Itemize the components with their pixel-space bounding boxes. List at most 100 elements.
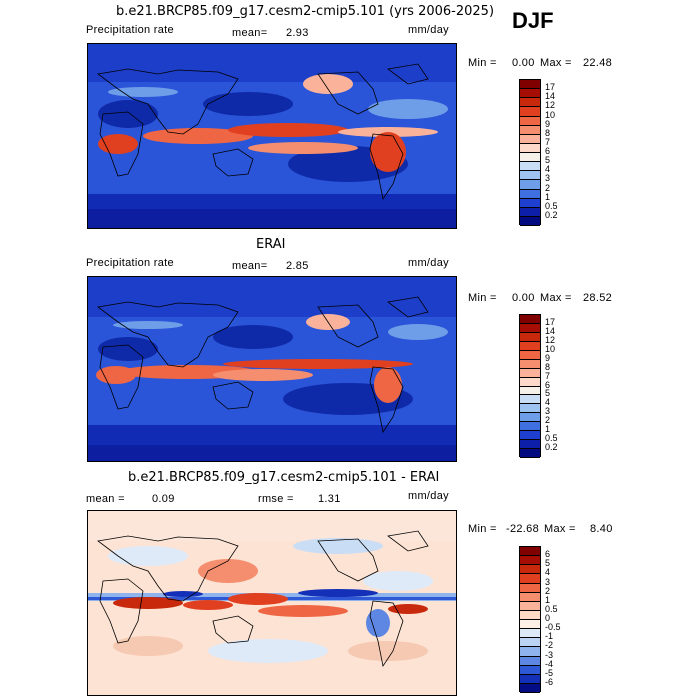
colorbar-tick-label: 0.5 (545, 603, 558, 614)
colorbar-swatch (520, 80, 540, 90)
colorbar-tick-label: 12 (545, 100, 556, 111)
colorbar-swatch (520, 162, 540, 172)
colorbar-tick-label: 1 (545, 424, 551, 435)
colorbar-swatch (520, 134, 540, 144)
colorbar-tick-label: 0 (545, 613, 551, 623)
panel3-map-svg (88, 511, 456, 695)
colorbar-swatch (520, 610, 540, 620)
colorbar-swatch (520, 207, 540, 217)
colorbar-swatch (520, 574, 540, 584)
colorbar-swatch (520, 404, 540, 414)
colorbar-swatch (520, 377, 540, 387)
panel2-mean-value: 2.85 (286, 260, 309, 272)
colorbar-swatch (520, 332, 540, 342)
colorbar-tick-label: 3 (545, 173, 551, 184)
colorbar-tick-label: 0.5 (545, 433, 558, 444)
colorbar-swatch (520, 449, 540, 458)
panel3-rmse-label: rmse = (258, 493, 294, 505)
panel3-mean-value: 0.09 (152, 493, 175, 505)
colorbar-tick-label: -3 (545, 649, 554, 660)
colorbar-swatch (520, 647, 540, 657)
panel3-units: mm/day (408, 490, 449, 502)
colorbar-swatch (520, 656, 540, 666)
colorbar-tick-label: -1 (545, 631, 554, 642)
colorbar-swatch (520, 198, 540, 208)
panel1-min-label: Min = (468, 57, 497, 69)
colorbar-tick-label: 9 (545, 352, 551, 363)
colorbar-swatch (520, 350, 540, 360)
colorbar-tick-label: 9 (545, 118, 551, 129)
colorbar-tick-label: 3 (545, 576, 551, 587)
colorbar-tick-label: 5 (545, 155, 551, 166)
panel2-precip-map (87, 276, 457, 462)
colorbar-tick-label: 6 (545, 146, 551, 156)
colorbar-swatch (520, 547, 540, 557)
panel1-colorbar (519, 79, 541, 226)
panel2-units: mm/day (408, 257, 449, 269)
colorbar-swatch (520, 341, 540, 351)
colorbar-swatch (520, 107, 540, 117)
panel3-min-label: Min = (468, 523, 497, 535)
season-label: DJF (512, 8, 554, 33)
colorbar-tick-label: 7 (545, 136, 551, 147)
colorbar-tick-label: 0.2 (545, 442, 558, 453)
colorbar-tick-label: 8 (545, 127, 551, 138)
colorbar-swatch (520, 216, 540, 226)
colorbar-swatch (520, 638, 540, 648)
colorbar-swatch (520, 601, 540, 611)
panel2-colorbar (519, 314, 541, 458)
colorbar-swatch (520, 116, 540, 126)
panel3-rmse-value: 1.31 (318, 493, 341, 505)
colorbar-tick-label: 7 (545, 370, 551, 381)
colorbar-tick-label: -0.5 (545, 622, 561, 633)
colorbar-tick-label: 14 (545, 325, 556, 336)
colorbar-swatch (520, 315, 540, 324)
colorbar-swatch (520, 125, 540, 135)
panel3-mean-label: mean = (86, 493, 125, 505)
colorbar-tick-label: 4 (545, 567, 551, 578)
colorbar-tick-label: 10 (545, 343, 556, 354)
colorbar-swatch (520, 98, 540, 108)
colorbar-swatch (520, 583, 540, 593)
colorbar-tick-label: 1 (545, 594, 551, 605)
colorbar-swatch (520, 359, 540, 369)
colorbar-tick-label: 2 (545, 415, 551, 426)
colorbar-tick-label: 14 (545, 91, 556, 102)
colorbar-tick-label: 10 (545, 109, 556, 120)
colorbar-swatch (520, 674, 540, 684)
panel2-max-value: 28.52 (583, 292, 613, 304)
panel2-variable-label: Precipitation rate (86, 257, 174, 269)
colorbar-swatch (520, 143, 540, 153)
colorbar-swatch (520, 592, 540, 602)
colorbar-tick-label: 5 (545, 388, 551, 399)
panel2-map-svg (88, 277, 456, 461)
colorbar-swatch (520, 440, 540, 450)
panel1-max-label: Max = (540, 57, 572, 69)
colorbar-tick-label: 17 (545, 316, 556, 327)
colorbar-swatch (520, 422, 540, 432)
panel3-max-label: Max = (544, 523, 576, 535)
colorbar-swatch (520, 153, 540, 163)
panel2-max-label: Max = (540, 292, 572, 304)
panel1-max-value: 22.48 (583, 57, 613, 69)
colorbar-tick-label: -2 (545, 640, 554, 651)
panel3-min-value: -22.68 (506, 523, 539, 535)
panel2-title: ERAI (256, 237, 286, 252)
colorbar-swatch (520, 395, 540, 405)
colorbar-swatch (520, 368, 540, 378)
colorbar-tick-label: 2 (545, 182, 551, 193)
panel2-min-label: Min = (468, 292, 497, 304)
colorbar-tick-label: 8 (545, 361, 551, 372)
colorbar-swatch (520, 629, 540, 639)
panel3-difference-map (87, 510, 457, 696)
colorbar-tick-label: 6 (545, 549, 551, 560)
panel1-variable-label: Precipitation rate (86, 24, 174, 36)
colorbar-tick-label: 6 (545, 379, 551, 390)
colorbar-tick-label: -4 (545, 658, 554, 669)
colorbar-tick-label: 4 (545, 397, 551, 408)
colorbar-tick-label: 1 (545, 191, 551, 202)
colorbar-tick-label: 2 (545, 585, 551, 596)
colorbar-swatch (520, 180, 540, 190)
panel1-precip-map (87, 43, 457, 229)
colorbar-tick-label: 3 (545, 406, 551, 417)
